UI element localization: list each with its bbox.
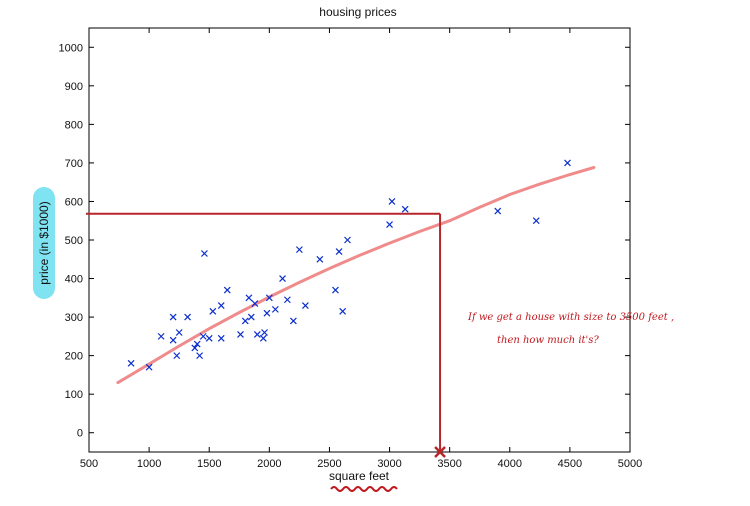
y-tick-label: 700 [65,158,83,170]
x-tick-label: 4000 [498,458,522,470]
y-tick-label: 200 [65,351,83,363]
y-tick-label: 0 [77,428,83,440]
y-tick-label: 800 [65,119,83,131]
y-tick-label: 900 [65,81,83,93]
data-point [532,217,540,225]
x-tick-label: 5000 [618,458,642,470]
data-point [199,332,207,340]
ylabel-highlight [33,187,55,299]
data-point [127,359,135,367]
query-x-marker [434,446,446,458]
data-point [253,331,261,338]
data-point [217,334,225,342]
data-point [169,336,177,344]
data-point [217,302,225,309]
annotation-layer [86,212,446,458]
data-point [196,352,204,360]
data-point [301,302,309,309]
data-point [344,236,351,244]
x-tick-label: 3000 [377,458,401,470]
data-point [295,246,303,254]
data-point [223,286,231,294]
data-point [173,352,181,360]
data-point [200,250,208,257]
data-point [283,296,291,304]
data-point [175,329,183,336]
x-tick-label: 4500 [558,458,582,470]
data-point [494,207,502,215]
data-point [271,305,279,313]
data-point [339,307,347,315]
data-point [169,313,177,321]
data-point [332,286,339,294]
data-point [247,313,255,321]
annotation-note-line1: If we get a house with size to 3500 feet… [467,312,674,323]
data-point [316,255,324,263]
data-point [335,248,343,255]
data-point [209,307,217,315]
data-point [157,332,165,340]
data-point [205,334,213,342]
fit-curve [116,166,596,385]
x-axis: 500 1000 1500 2000 2500 3000 3500 4000 4500 5000 [80,28,642,470]
data-point [193,340,201,348]
data-point [251,300,259,308]
data-point [265,294,273,302]
y-axis: 0 100 200 300 400 500 600 700 800 900 1000 [59,42,630,440]
data-point [261,329,268,336]
data-point [289,317,297,325]
annotation-note-line2: then how much it's? [497,335,599,346]
data-point [401,205,409,213]
data-point [184,313,192,321]
fit-curve-layer [116,166,596,385]
x-tick-label: 3500 [437,458,461,470]
y-tick-label: 300 [65,312,83,324]
y-tick-label: 100 [65,389,83,401]
data-point [245,294,253,302]
plot-area [88,27,631,453]
x-tick-label: 2500 [317,458,341,470]
data-point [388,198,396,205]
y-tick-label: 600 [65,196,83,208]
data-point [237,331,244,338]
y-tick-label: 500 [65,235,83,247]
x-axis-label: square feet [329,469,390,483]
data-point [259,334,267,342]
y-tick-label: 400 [65,274,83,286]
x-tick-label: 1000 [137,458,161,470]
data-points [127,159,571,371]
xlabel-underline-squiggle [330,486,398,492]
data-point [263,309,271,317]
x-tick-label: 2000 [257,458,281,470]
data-point [564,159,571,167]
x-tick-label: 1500 [197,458,221,470]
x-tick-label: 500 [80,458,98,470]
chart-title: housing prices [319,5,396,19]
data-point [191,344,199,352]
data-point [145,363,153,371]
y-axis-label: price (in $1000) [37,201,51,284]
y-tick-label: 1000 [59,42,83,54]
data-point [386,221,393,229]
data-point [279,275,286,282]
data-point [241,317,249,325]
